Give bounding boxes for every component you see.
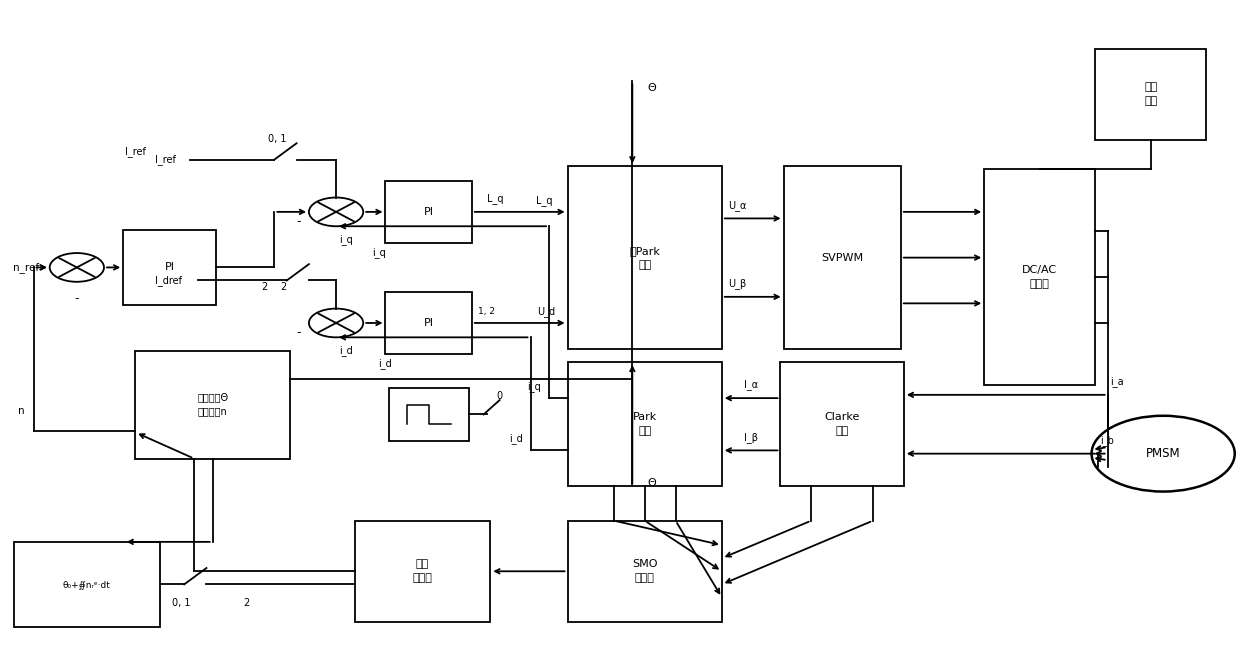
Text: PI: PI: [424, 318, 434, 328]
Text: 0, 1: 0, 1: [172, 598, 191, 608]
Bar: [985, 169, 1095, 385]
Text: Θ: Θ: [647, 83, 656, 93]
Text: i_d: i_d: [339, 345, 353, 356]
Text: SMO
观测器: SMO 观测器: [632, 559, 657, 583]
Bar: [14, 542, 160, 627]
Bar: [386, 181, 472, 243]
Text: i_q: i_q: [372, 247, 386, 258]
Text: i_d: i_d: [378, 358, 392, 369]
Text: i_q: i_q: [339, 234, 353, 244]
Bar: [388, 388, 469, 441]
Text: 2: 2: [243, 598, 249, 608]
Text: L_q: L_q: [486, 193, 503, 204]
Text: PI: PI: [424, 207, 434, 217]
Text: 0, 1: 0, 1: [268, 134, 286, 144]
Text: 2: 2: [280, 282, 286, 292]
Text: 1, 2: 1, 2: [479, 306, 495, 316]
Text: Park
变换: Park 变换: [632, 413, 657, 436]
Text: 估计位置Θ
估计速度n: 估计位置Θ 估计速度n: [197, 393, 228, 416]
Bar: [568, 521, 722, 622]
Text: PMSM: PMSM: [1146, 447, 1180, 460]
Bar: [123, 230, 216, 305]
Text: I_β: I_β: [744, 432, 758, 443]
Text: n: n: [19, 406, 25, 416]
Text: I_ref: I_ref: [125, 146, 146, 158]
Bar: [568, 362, 722, 486]
Bar: [355, 521, 490, 622]
Text: 2: 2: [262, 282, 268, 292]
Text: U_α: U_α: [728, 200, 746, 211]
Text: 反Park
变换: 反Park 变换: [629, 246, 660, 270]
Text: -: -: [296, 215, 301, 228]
Bar: [386, 292, 472, 354]
Text: i_q: i_q: [527, 381, 541, 392]
Text: SVPWM: SVPWM: [821, 252, 863, 263]
Text: i_d: i_d: [508, 433, 522, 444]
Text: I_dref: I_dref: [155, 275, 181, 286]
Bar: [784, 166, 900, 349]
Text: L_q: L_q: [536, 194, 553, 206]
Text: 角度
补偿器: 角度 补偿器: [413, 559, 433, 583]
Text: 0: 0: [496, 391, 502, 401]
Text: i_b: i_b: [1100, 435, 1114, 446]
Text: -: -: [296, 326, 301, 339]
Text: θ₀+∯nᵣᵉ·dt: θ₀+∯nᵣᵉ·dt: [63, 580, 110, 589]
Text: -: -: [74, 291, 79, 304]
Bar: [1095, 49, 1207, 140]
Text: 直流
电源: 直流 电源: [1145, 82, 1157, 106]
Bar: [780, 362, 904, 486]
Text: I_ref: I_ref: [155, 154, 176, 165]
Text: DC/AC
控制器: DC/AC 控制器: [1022, 265, 1058, 289]
Text: PI: PI: [165, 262, 175, 272]
Bar: [568, 166, 722, 349]
Text: U_β: U_β: [728, 278, 746, 289]
Text: Θ: Θ: [647, 478, 656, 488]
Text: i_a: i_a: [1110, 376, 1123, 387]
Text: n_ref: n_ref: [12, 262, 38, 273]
Text: Clarke
变换: Clarke 变换: [825, 413, 859, 436]
Text: U_d: U_d: [537, 306, 556, 317]
Bar: [135, 351, 290, 459]
Text: I_α: I_α: [744, 380, 758, 391]
